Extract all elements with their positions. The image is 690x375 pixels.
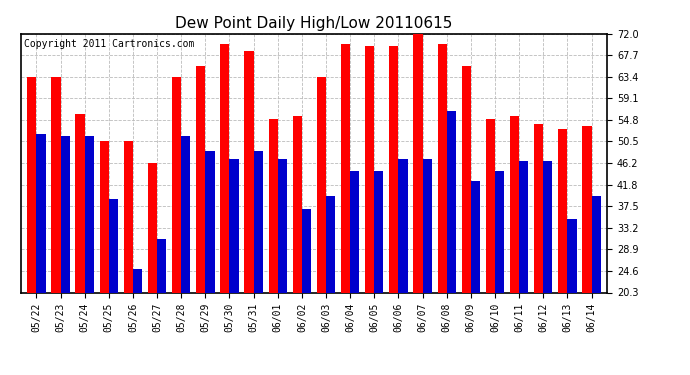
Bar — [413, 34, 422, 375]
Bar — [422, 159, 432, 375]
Bar — [254, 152, 263, 375]
Bar — [437, 44, 446, 375]
Bar — [446, 111, 456, 375]
Bar — [341, 44, 350, 375]
Bar — [471, 182, 480, 375]
Bar — [350, 171, 359, 375]
Bar — [99, 141, 109, 375]
Bar — [172, 77, 181, 375]
Bar — [230, 159, 239, 375]
Bar — [75, 114, 85, 375]
Bar — [196, 66, 206, 375]
Bar — [278, 159, 287, 375]
Bar — [109, 199, 118, 375]
Bar — [302, 209, 311, 375]
Bar — [326, 196, 335, 375]
Bar — [543, 161, 553, 375]
Bar — [37, 134, 46, 375]
Bar — [582, 126, 591, 375]
Bar — [558, 129, 567, 375]
Text: Copyright 2011 Cartronics.com: Copyright 2011 Cartronics.com — [23, 39, 194, 49]
Bar — [462, 66, 471, 375]
Bar — [567, 219, 577, 375]
Bar — [389, 46, 398, 375]
Bar — [157, 239, 166, 375]
Bar — [293, 116, 302, 375]
Bar — [495, 171, 504, 375]
Bar — [51, 77, 61, 375]
Bar — [181, 136, 190, 375]
Bar — [244, 51, 254, 375]
Bar — [206, 152, 215, 375]
Bar — [124, 141, 133, 375]
Bar — [365, 46, 374, 375]
Bar — [398, 159, 408, 375]
Bar — [148, 163, 157, 375]
Title: Dew Point Daily High/Low 20110615: Dew Point Daily High/Low 20110615 — [175, 16, 453, 31]
Bar — [220, 44, 230, 375]
Bar — [486, 119, 495, 375]
Bar — [374, 171, 384, 375]
Bar — [268, 119, 278, 375]
Bar — [591, 196, 601, 375]
Bar — [61, 136, 70, 375]
Bar — [85, 136, 94, 375]
Bar — [519, 161, 529, 375]
Bar — [317, 77, 326, 375]
Bar — [534, 124, 543, 375]
Bar — [27, 77, 37, 375]
Bar — [133, 269, 142, 375]
Bar — [510, 116, 519, 375]
